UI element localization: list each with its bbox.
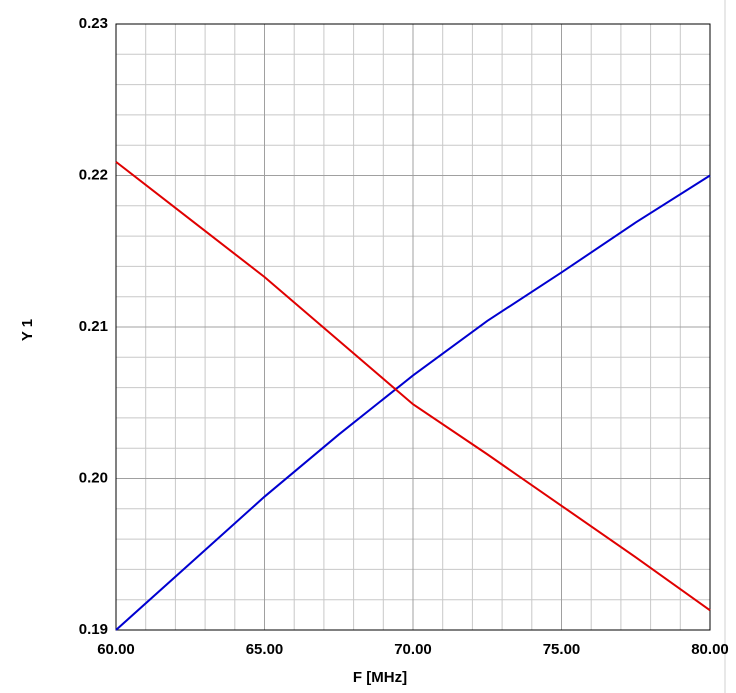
x-tick-label: 60.00 [97,641,135,658]
series-line [115,161,711,612]
x-axis-label: F [MHz] [353,669,407,686]
x-tick-label: 75.00 [543,641,581,658]
y-tick-label: 0.23 [79,15,108,32]
series-line [115,174,711,631]
plot-frame [115,23,711,631]
x-tick-label: 80.00 [691,641,729,658]
x-tick-label: 70.00 [394,641,432,658]
y-tick-label: 0.19 [79,621,108,638]
y-tick-label: 0.20 [79,469,108,486]
x-tick-label: 65.00 [246,641,284,658]
y-tick-label: 0.21 [79,318,108,335]
y-axis-label: Y 1 [19,319,36,341]
y-tick-label: 0.22 [79,166,108,183]
